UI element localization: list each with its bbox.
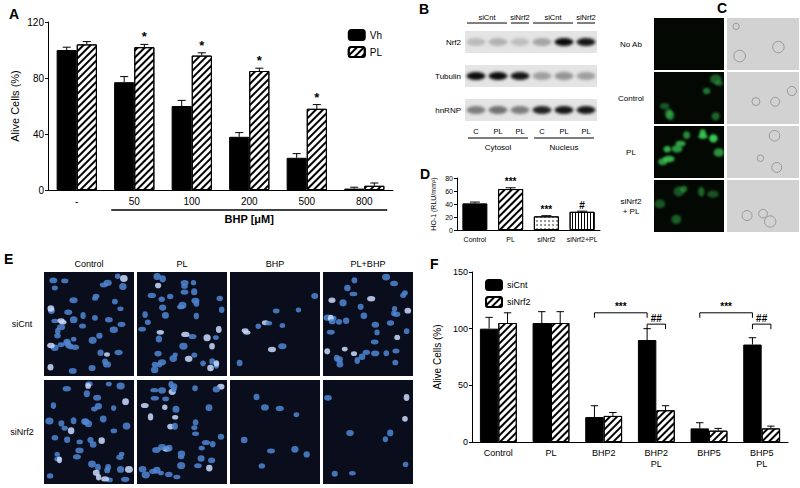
svg-text:BHP2: BHP2	[645, 448, 669, 458]
svg-text:-: -	[75, 196, 78, 207]
svg-text:siCnt: siCnt	[478, 13, 496, 22]
svg-text:PL+BHP: PL+BHP	[351, 259, 386, 269]
svg-text:800: 800	[356, 196, 373, 207]
svg-text:PL: PL	[515, 127, 524, 136]
svg-text:100: 100	[183, 196, 200, 207]
svg-text:0: 0	[463, 437, 468, 447]
svg-text:PL: PL	[581, 127, 590, 136]
svg-text:*: *	[314, 90, 320, 105]
svg-text:BHP5: BHP5	[697, 448, 721, 458]
svg-text:siNrf2: siNrf2	[621, 197, 642, 206]
svg-text:F: F	[430, 256, 439, 272]
svg-text:#: #	[579, 200, 585, 211]
svg-text:0: 0	[38, 185, 44, 196]
svg-text:No Ab: No Ab	[620, 40, 642, 49]
svg-text:B: B	[419, 1, 429, 17]
svg-text:PL: PL	[756, 459, 767, 469]
svg-text:+ PL: + PL	[623, 207, 640, 216]
svg-text:hnRNP: hnRNP	[435, 106, 461, 115]
svg-text:BHP5: BHP5	[750, 448, 774, 458]
svg-text:150: 150	[453, 267, 468, 277]
svg-text:siNrf2: siNrf2	[537, 236, 555, 243]
svg-text:siCnt: siCnt	[12, 319, 33, 329]
svg-text:PL: PL	[545, 448, 556, 458]
svg-text:E: E	[4, 251, 13, 267]
svg-text:Cytosol: Cytosol	[485, 143, 512, 152]
svg-text:40: 40	[445, 201, 453, 208]
svg-text:##: ##	[756, 313, 768, 324]
svg-text:Alive Cells (%): Alive Cells (%)	[432, 324, 443, 389]
svg-text:50: 50	[458, 380, 468, 390]
svg-text:PL: PL	[626, 148, 636, 157]
svg-text:500: 500	[298, 196, 315, 207]
svg-text:Nucleus: Nucleus	[550, 143, 579, 152]
svg-text:siNrf2: siNrf2	[507, 297, 531, 307]
svg-text:HO-1 (RLU/mm²): HO-1 (RLU/mm²)	[430, 177, 438, 230]
svg-text:PL: PL	[506, 236, 515, 243]
svg-text:siNrf2: siNrf2	[576, 13, 596, 22]
svg-text:Control: Control	[464, 236, 487, 243]
svg-text:0: 0	[449, 227, 453, 234]
svg-text:C: C	[539, 127, 545, 136]
svg-text:Alive Cells (%): Alive Cells (%)	[9, 70, 21, 142]
svg-text:20: 20	[445, 214, 453, 221]
svg-text:BHP: BHP	[266, 259, 285, 269]
svg-text:Nrf2: Nrf2	[446, 38, 462, 47]
svg-text:C: C	[717, 0, 727, 16]
svg-text:BHP2: BHP2	[592, 448, 616, 458]
svg-text:*: *	[199, 38, 205, 53]
svg-text:Control: Control	[618, 94, 644, 103]
svg-text:PL: PL	[651, 459, 662, 469]
svg-text:80: 80	[445, 175, 453, 182]
svg-text:***: ***	[505, 176, 517, 187]
svg-text:***: ***	[615, 301, 627, 312]
svg-text:***: ***	[720, 301, 732, 312]
svg-text:BHP [μM]: BHP [μM]	[225, 213, 275, 225]
svg-text:##: ##	[651, 313, 663, 324]
svg-text:PL: PL	[176, 259, 187, 269]
svg-text:siNrf2: siNrf2	[510, 13, 530, 22]
svg-text:siCnt: siCnt	[507, 280, 528, 290]
svg-text:PL: PL	[559, 127, 568, 136]
svg-text:D: D	[420, 166, 430, 182]
svg-text:Control: Control	[484, 448, 513, 458]
svg-text:200: 200	[241, 196, 258, 207]
svg-text:Vh: Vh	[370, 30, 382, 41]
svg-text:siNrf2: siNrf2	[10, 427, 34, 437]
svg-text:PL: PL	[370, 47, 383, 58]
svg-text:***: ***	[541, 204, 553, 215]
svg-text:60: 60	[445, 188, 453, 195]
svg-text:40: 40	[33, 129, 45, 140]
svg-text:PL: PL	[493, 127, 502, 136]
svg-text:Tubulin: Tubulin	[435, 72, 461, 81]
svg-text:siNrf2+PL: siNrf2+PL	[567, 236, 598, 243]
svg-text:80: 80	[33, 73, 45, 84]
svg-text:*: *	[257, 53, 263, 68]
svg-text:A: A	[9, 6, 19, 22]
svg-text:C: C	[473, 127, 479, 136]
svg-text:*: *	[142, 29, 148, 44]
svg-text:siCnt: siCnt	[544, 13, 562, 22]
svg-text:100: 100	[453, 324, 468, 334]
svg-text:120: 120	[27, 17, 44, 28]
svg-text:50: 50	[129, 196, 141, 207]
svg-text:Control: Control	[74, 259, 103, 269]
